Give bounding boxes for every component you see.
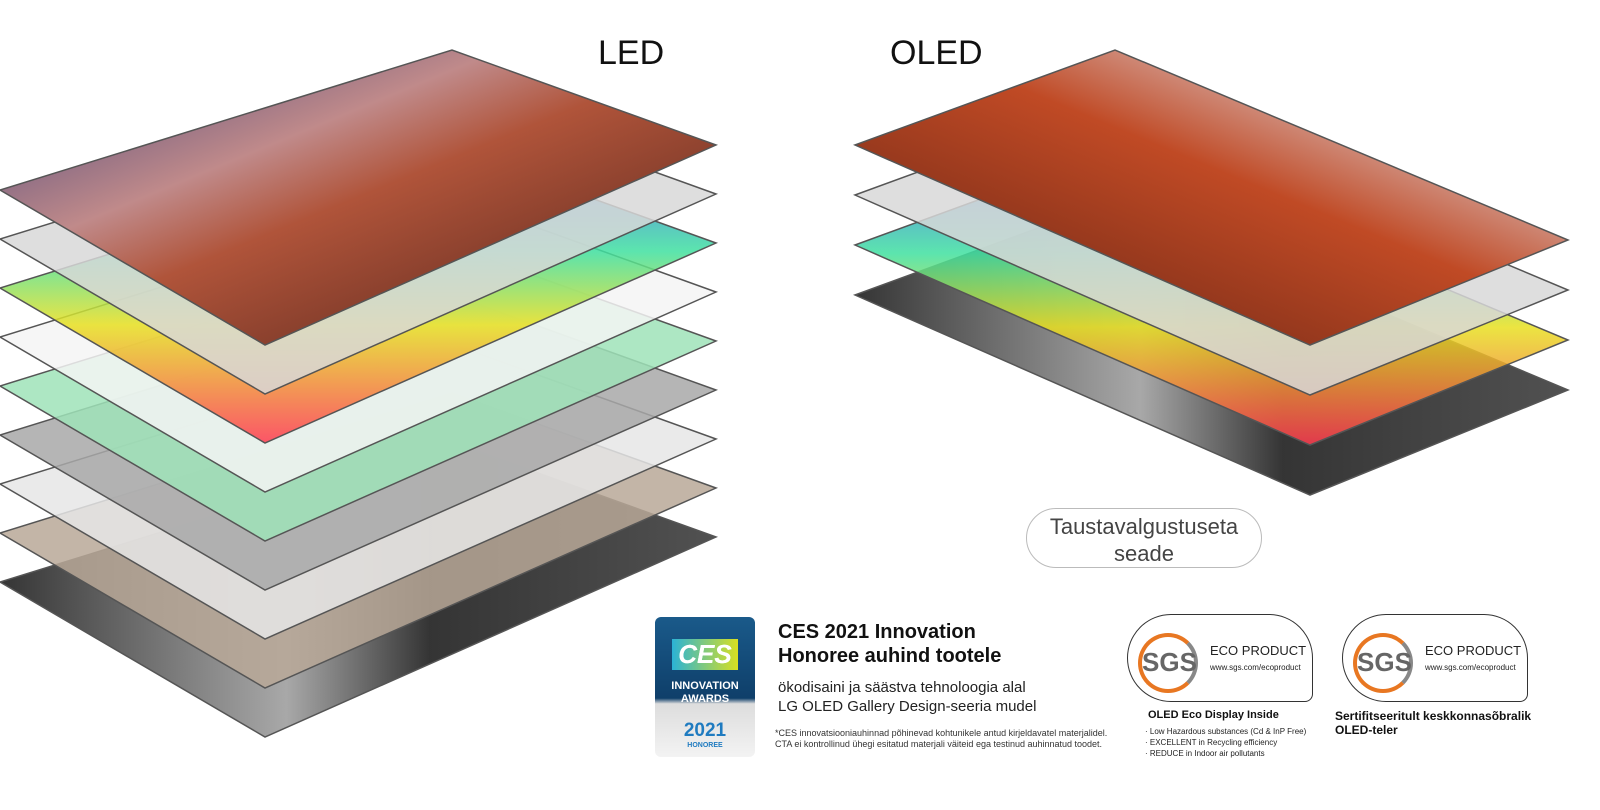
ces-badge-year: 2021 [683, 720, 727, 741]
pill-line-1: Taustavalgustuseta [1049, 514, 1239, 539]
sgs-eco-text: ECO PRODUCT [1210, 643, 1307, 658]
ces-footnote: *CES innovatsiooniauhinnad põhinevad koh… [775, 728, 1108, 749]
oled-heading: OLED [890, 34, 983, 72]
layer-display-image [0, 49, 719, 346]
ces-title: CES 2021 Innovation Honoree auhind tootel… [778, 621, 1002, 667]
led-layer-stack [0, 49, 719, 738]
ces-badge-text: INNOVATION AWARDS [671, 680, 739, 705]
sgs-eco-badge-2: SGS ECO PRODUCT www.sgs.com/ecoproduct [1342, 614, 1528, 702]
ces-subtitle: ökodisaini ja säästva tehnoloogia alal LG… [778, 679, 1037, 715]
sgs-logo: SGS [1353, 633, 1413, 693]
ces-badge-honoree: HONOREE [687, 742, 723, 749]
sgs-url: www.sgs.com/ecoproduct [1210, 663, 1301, 672]
pill-line-2: seade [1114, 541, 1174, 566]
sgs-url: www.sgs.com/ecoproduct [1425, 663, 1516, 672]
sgs-eco-badge-1: SGS ECO PRODUCT www.sgs.com/ecoproduct [1127, 614, 1313, 702]
sgs-eco-text: ECO PRODUCT [1425, 643, 1522, 658]
layer-display-image [852, 49, 1570, 346]
ces-logo: CES [672, 639, 738, 670]
ces-award-badge: CES INNOVATION AWARDS 2021 HONOREE [655, 617, 755, 757]
led-heading: LED [598, 34, 665, 72]
sgs2-caption: Sertifitseeritult keskkonnasõbralik OLED-… [1335, 709, 1532, 737]
no-backlight-label: Taustavalgustuseta seade [1026, 508, 1262, 568]
sgs1-caption: OLED Eco Display Inside [1148, 709, 1279, 721]
oled-layer-stack [852, 49, 1570, 496]
sgs-logo: SGS [1138, 633, 1198, 693]
sgs1-list: · Low Hazardous substances (Cd & InP Fre… [1145, 727, 1307, 758]
